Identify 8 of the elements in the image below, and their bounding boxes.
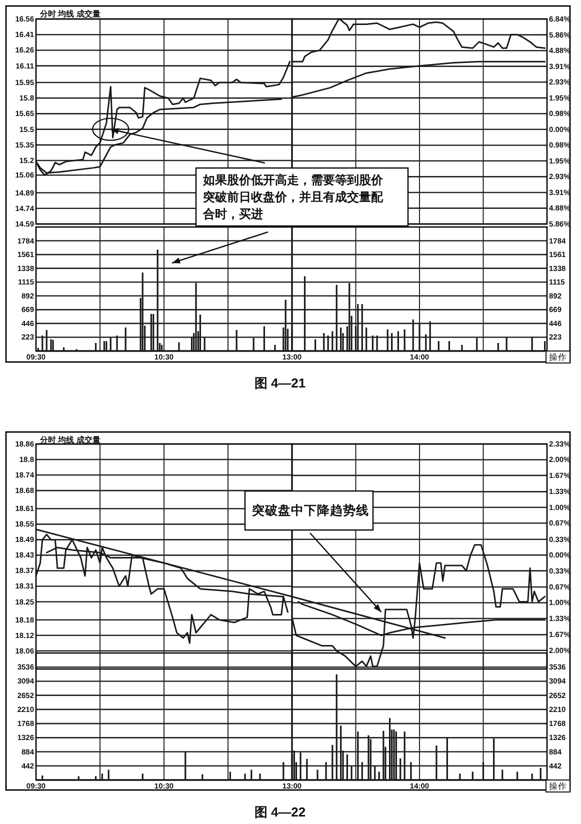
caption: 图 4—22: [254, 804, 306, 820]
text: 操作: [549, 352, 567, 362]
chart-title: 分时 均线 成交量: [39, 434, 100, 444]
chart-title: 分时 均线 成交量: [39, 8, 100, 18]
annotation: 突破盘中下降趋势线: [251, 502, 369, 518]
text: 操作: [549, 781, 567, 791]
caption: 图 4—21: [254, 376, 306, 390]
annotation: 如果股价低开高走，需要等到股价突破前日收盘价，并且有成交量配合时，买进: [202, 173, 384, 221]
